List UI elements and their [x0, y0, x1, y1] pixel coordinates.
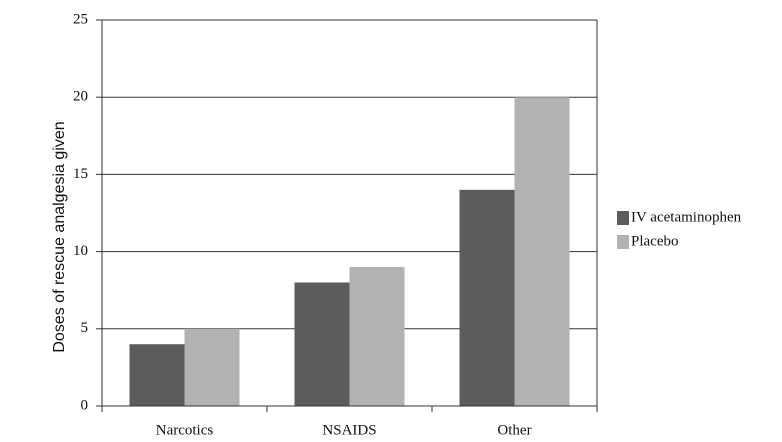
bar	[129, 344, 185, 406]
y-tick-label: 10	[73, 243, 88, 259]
legend-label: Placebo	[631, 233, 678, 249]
bar	[514, 97, 570, 406]
legend-swatch	[617, 235, 629, 249]
y-tick-label: 0	[81, 397, 89, 413]
x-tick-label: Other	[497, 422, 531, 438]
bar	[459, 189, 515, 406]
bar	[184, 328, 240, 406]
y-tick-label: 15	[73, 166, 88, 182]
bar	[294, 282, 350, 406]
y-tick-label: 25	[73, 11, 88, 27]
y-tick-label: 20	[73, 89, 88, 105]
legend-label: IV acetaminophen	[631, 209, 742, 225]
bar	[349, 267, 405, 406]
x-tick-label: NSAIDS	[322, 422, 376, 438]
x-tick-label: Narcotics	[156, 422, 214, 438]
legend-swatch	[617, 211, 629, 225]
y-tick-label: 5	[81, 320, 89, 336]
y-axis-label: Doses of rescue analgesia given	[51, 121, 68, 352]
